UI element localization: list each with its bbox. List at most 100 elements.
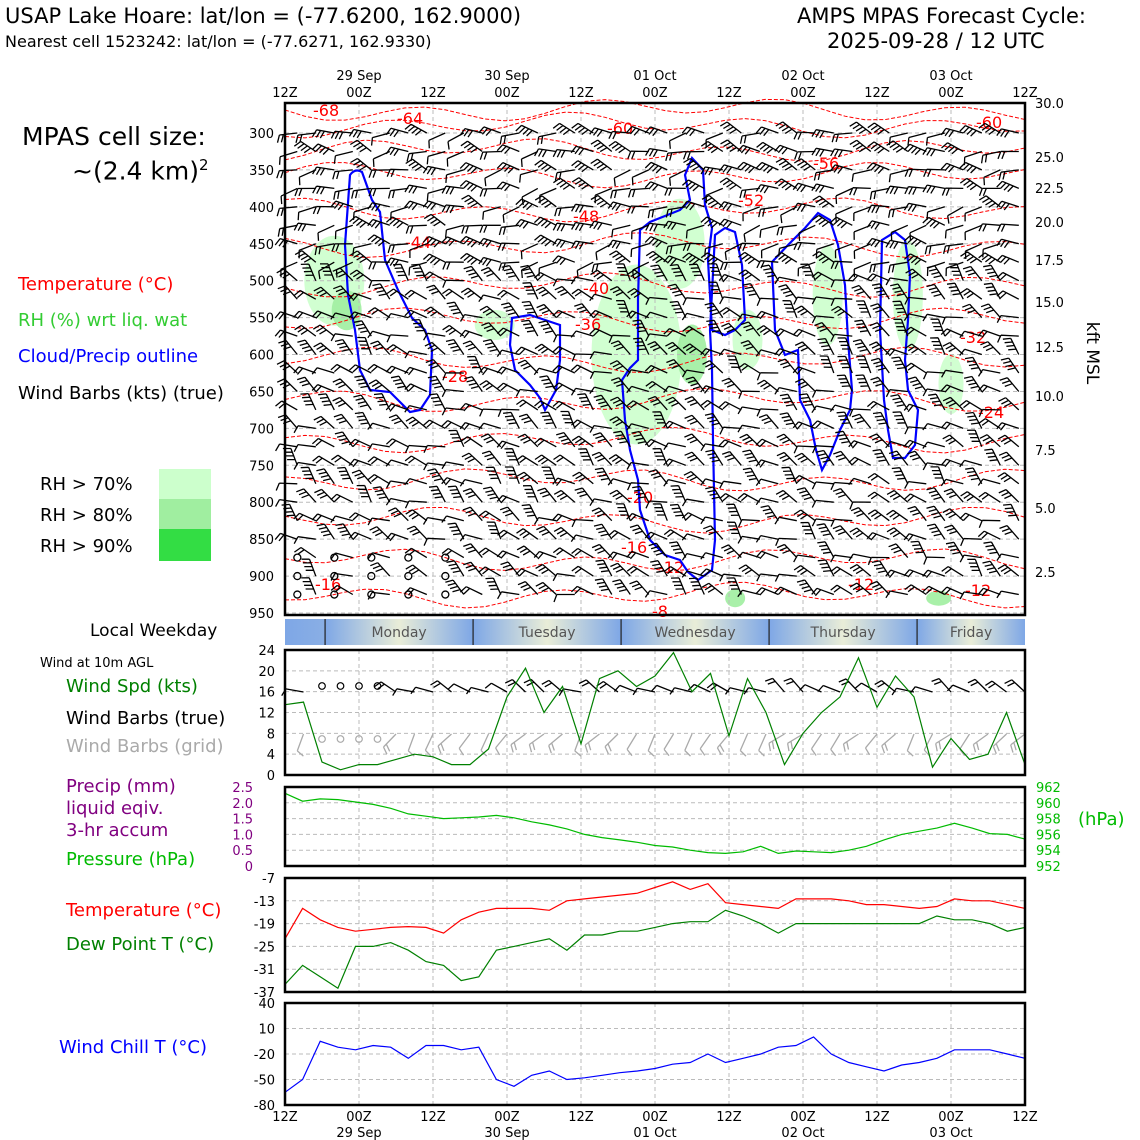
wind-barb	[385, 532, 409, 542]
wind-barb	[681, 179, 705, 192]
wind-barb	[515, 124, 539, 137]
wind-barb	[314, 488, 335, 503]
wind-barb	[348, 292, 372, 302]
wind-barb	[869, 187, 890, 200]
wind-barb	[891, 467, 909, 485]
wind-barb	[979, 434, 1001, 448]
wind-barb	[276, 132, 298, 143]
wind-barb	[663, 478, 686, 487]
wind-barb	[589, 220, 612, 231]
wind-barb	[774, 178, 798, 191]
wind-barb	[607, 478, 631, 486]
bottom-time-label: 00Z	[642, 1110, 668, 1125]
wind-barb	[849, 501, 871, 510]
wind-barb	[610, 377, 631, 392]
wind-barb	[277, 224, 298, 237]
calm-wind-marker	[404, 571, 413, 581]
wind-barb	[663, 566, 687, 577]
surface-wind-barb	[447, 683, 471, 693]
wind-barb	[496, 327, 520, 337]
wind-barb	[333, 187, 353, 200]
wind-barb	[373, 393, 391, 411]
wind-barb	[781, 466, 798, 485]
wind-barb	[615, 263, 631, 281]
wind-barb	[817, 559, 835, 577]
y-tick-label: -7	[262, 872, 275, 887]
wind-barb	[498, 224, 520, 236]
wind-barb	[708, 281, 724, 300]
wind-barb	[295, 132, 316, 143]
wind-barb	[298, 169, 317, 186]
weekday-segment	[769, 619, 918, 645]
wind-barb	[997, 150, 1019, 160]
wind-barb	[348, 512, 372, 522]
wind-barb	[983, 282, 1001, 300]
y-tick-label: 4	[267, 748, 275, 763]
wind-barb	[854, 319, 872, 337]
wind-barb	[794, 452, 816, 466]
wind-barb	[737, 251, 761, 265]
wind-barb	[890, 394, 909, 411]
wind-barb	[280, 187, 298, 205]
wind-barb	[520, 243, 539, 260]
wind-barb	[760, 505, 779, 522]
pressure-tick-label: 400	[249, 201, 274, 216]
wind-barb	[887, 206, 908, 218]
wind-barb	[811, 296, 834, 305]
temperature-contour-label: -8	[652, 602, 668, 621]
wind-barb	[428, 485, 446, 503]
wind-barb	[554, 285, 576, 300]
wind-barb	[459, 180, 483, 192]
wind-barb	[941, 187, 964, 196]
wind-barb	[615, 503, 631, 521]
wind-barb	[830, 148, 853, 158]
wind-barb	[856, 355, 872, 374]
wind-barb	[479, 187, 501, 197]
wind-barb	[796, 579, 816, 595]
wind-barb	[553, 177, 576, 190]
weekday-name: Wednesday	[655, 625, 736, 641]
wind-barb	[350, 157, 372, 171]
wind-barb	[718, 401, 742, 411]
wind-barb	[742, 206, 761, 222]
wind-barb	[909, 224, 927, 241]
wind-barb	[755, 534, 779, 543]
wind-barb	[998, 169, 1019, 181]
wind-barb	[719, 480, 742, 489]
wind-barb	[942, 434, 964, 448]
wind-barb	[388, 414, 409, 429]
wind-barb	[721, 377, 742, 392]
wind-barb	[442, 372, 464, 381]
wind-barb	[441, 477, 465, 486]
wind-barb	[996, 590, 1019, 599]
wind-barb	[960, 288, 983, 300]
wind-barb	[996, 314, 1019, 323]
cloud-outline	[878, 230, 920, 460]
surface-wind-barb	[764, 677, 785, 693]
bottom-time-label: 12Z	[716, 1110, 742, 1125]
wind-barb	[609, 489, 631, 503]
wind-barb	[445, 338, 465, 355]
top-date-label: 03 Oct	[929, 69, 972, 84]
wind-barb	[849, 527, 872, 540]
wind-barb	[404, 184, 427, 194]
wind-barb	[552, 477, 576, 487]
wind-barb	[330, 493, 354, 503]
wind-barb	[481, 450, 502, 466]
wind-barb	[459, 313, 483, 322]
wind-barb	[515, 218, 539, 229]
wind-barb	[922, 184, 945, 194]
wind-barb	[423, 213, 446, 227]
wind-barb	[739, 132, 760, 144]
top-time-label: 12Z	[864, 86, 890, 101]
wind-barb	[496, 181, 520, 192]
top-time-label: 12Z	[568, 86, 594, 101]
wind-barb	[441, 420, 465, 429]
wind-barb	[571, 565, 594, 577]
temperature-contour-label: -44	[405, 233, 431, 252]
wind-barb	[811, 499, 834, 508]
wind-barb	[608, 334, 631, 343]
wind-barb	[684, 414, 705, 429]
wind-barb	[404, 444, 427, 453]
